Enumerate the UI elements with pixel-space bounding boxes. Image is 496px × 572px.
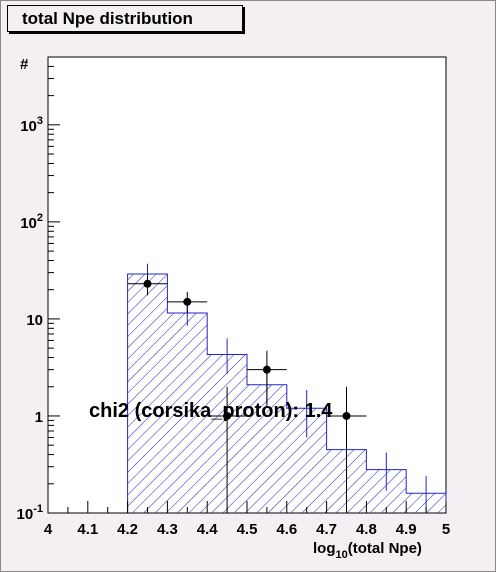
data-point-4: [262, 365, 271, 374]
y-axis-label: #: [20, 56, 29, 73]
x-axis-label: log10(total Npe): [313, 540, 422, 561]
y-tick-label: 103: [20, 115, 43, 135]
y-tick-label: 10: [26, 312, 43, 329]
x-tick-label: 4.9: [396, 521, 417, 538]
x-axis-label-prefix: log: [313, 540, 336, 557]
x-tick-label: 4.8: [356, 521, 377, 538]
histogram-series: [127, 263, 447, 513]
data-point-1: [143, 279, 152, 288]
x-tick-label: 4: [44, 521, 53, 538]
data-points-series: [127, 274, 367, 513]
x-tick-label: 4.4: [197, 521, 219, 538]
x-tick-label: 4.7: [316, 521, 337, 538]
chi2-annotation: chi2 (corsika_proton): 1.4: [89, 400, 333, 422]
y-tick-label: 1: [35, 409, 43, 426]
x-axis-label-suffix: (total Npe): [348, 540, 422, 557]
data-point-5: [342, 411, 351, 420]
x-tick-label: 4.3: [157, 521, 178, 538]
histogram-outline: [127, 273, 447, 513]
x-axis-label-subscript: 10: [336, 549, 348, 561]
data-point-3: [223, 411, 232, 420]
histogram-bin-2: [167, 313, 208, 513]
x-tick-label: 4.2: [117, 521, 138, 538]
axes: 4 4.1 4.2 4.3 4.4 4.5 4.6 4.7 4.8 4.9 5 10-1 1 10 102 1…: [17, 56, 450, 538]
x-tick-label: 5: [442, 521, 450, 538]
histogram-bin-1: [127, 274, 168, 513]
y-tick-label: 102: [20, 212, 43, 232]
chart-title: total Npe distribution: [7, 5, 243, 32]
x-tick-label: 4.1: [77, 521, 98, 538]
data-point-2: [183, 297, 192, 306]
x-tick-label: 4.6: [276, 521, 297, 538]
y-tick-label: 10-1: [17, 503, 43, 523]
x-tick-label: 4.5: [237, 521, 258, 538]
